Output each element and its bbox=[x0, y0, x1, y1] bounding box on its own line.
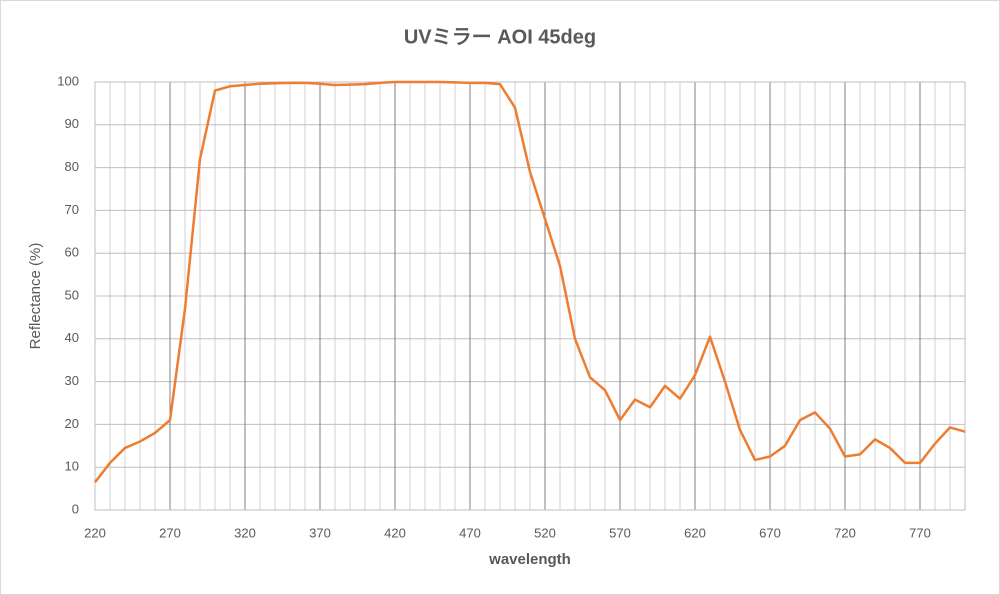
x-tick-label: 720 bbox=[834, 525, 856, 540]
x-tick-label: 220 bbox=[84, 525, 106, 540]
y-tick-label: 20 bbox=[65, 416, 79, 431]
x-tick-label: 320 bbox=[234, 525, 256, 540]
x-tick-label: 670 bbox=[759, 525, 781, 540]
x-tick-label: 770 bbox=[909, 525, 931, 540]
y-tick-label: 80 bbox=[65, 159, 79, 174]
x-tick-label: 620 bbox=[684, 525, 706, 540]
chart-title: UVミラー AOI 45deg bbox=[404, 26, 596, 48]
y-tick-label: 0 bbox=[72, 501, 79, 516]
x-tick-label: 420 bbox=[384, 525, 406, 540]
x-tick-label: 570 bbox=[609, 525, 631, 540]
y-axis-title: Reflectance (%) bbox=[27, 243, 44, 350]
data-line bbox=[94, 80, 966, 483]
y-tick-label: 60 bbox=[65, 245, 79, 260]
y-tick-label: 90 bbox=[65, 116, 79, 131]
y-tick-label: 50 bbox=[65, 287, 79, 302]
x-tick-label: 470 bbox=[459, 525, 481, 540]
y-tick-label: 100 bbox=[57, 73, 79, 88]
plot-border bbox=[94, 81, 966, 511]
y-tick-label: 30 bbox=[65, 373, 79, 388]
x-tick-label: 520 bbox=[534, 525, 556, 540]
x-axis-title: wavelength bbox=[488, 551, 571, 568]
x-tick-label: 270 bbox=[159, 525, 181, 540]
x-tick-label: 370 bbox=[309, 525, 331, 540]
y-tick-label: 10 bbox=[65, 459, 79, 474]
y-tick-label: 70 bbox=[65, 202, 79, 217]
y-tick-label: 40 bbox=[65, 330, 79, 345]
